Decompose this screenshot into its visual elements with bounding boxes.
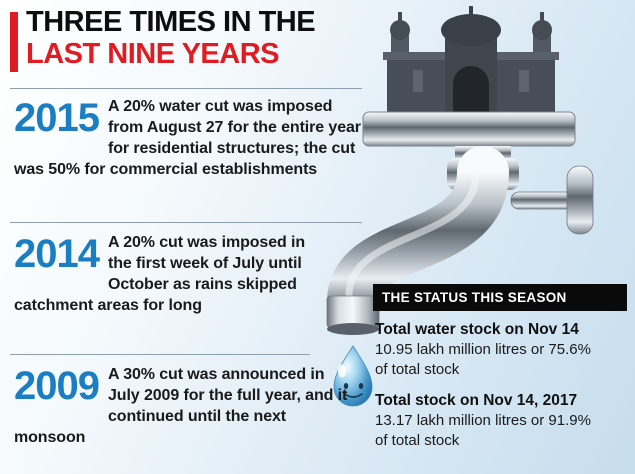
- divider: [10, 88, 362, 89]
- status-item: Total water stock on Nov 14 10.95 lakh m…: [375, 320, 625, 380]
- title-line-1: THREE TIMES IN THE: [26, 6, 316, 38]
- faucet-icon: [326, 6, 594, 407]
- entry-year: 2015: [14, 96, 100, 140]
- title-line-2: LAST NINE YEARS: [26, 38, 280, 70]
- entry-2014: 2014 A 20% cut was imposed in the first …: [14, 232, 314, 316]
- entry-text: A 20% water cut was imposed from August …: [14, 98, 361, 178]
- divider: [10, 222, 362, 223]
- status-item-detail: 13.17 lakh million litres or 91.9% of to…: [375, 412, 591, 449]
- status-item-label: Total stock on Nov 14, 2017: [375, 392, 578, 409]
- water-drop-icon: [333, 345, 373, 407]
- entry-text: A 30% cut was announced in July 2009 for…: [14, 366, 348, 446]
- entry-year: 2014: [14, 232, 100, 276]
- status-item-label: Total water stock on Nov 14: [375, 321, 579, 338]
- status-item-detail: 10.95 lakh million litres or 75.6% of to…: [375, 341, 591, 378]
- entry-text: A 20% cut was imposed in the first week …: [14, 234, 306, 314]
- page-title: THREE TIMES IN THE LAST NINE YEARS: [26, 6, 316, 70]
- entry-2009: 2009 A 30% cut was announced in July 200…: [14, 364, 359, 448]
- entry-2015: 2015 A 20% water cut was imposed from Au…: [14, 96, 364, 180]
- monument-icon: [383, 6, 559, 114]
- faucet-graphic: [295, 0, 635, 420]
- status-box: THE STATUS THIS SEASON Total water stock…: [373, 284, 627, 462]
- entry-year: 2009: [14, 364, 100, 408]
- status-header: THE STATUS THIS SEASON: [373, 284, 627, 311]
- status-item: Total stock on Nov 14, 2017 13.17 lakh m…: [375, 391, 625, 451]
- title-accent-bar: [10, 12, 18, 72]
- divider: [10, 354, 310, 355]
- tap-body: [326, 111, 594, 335]
